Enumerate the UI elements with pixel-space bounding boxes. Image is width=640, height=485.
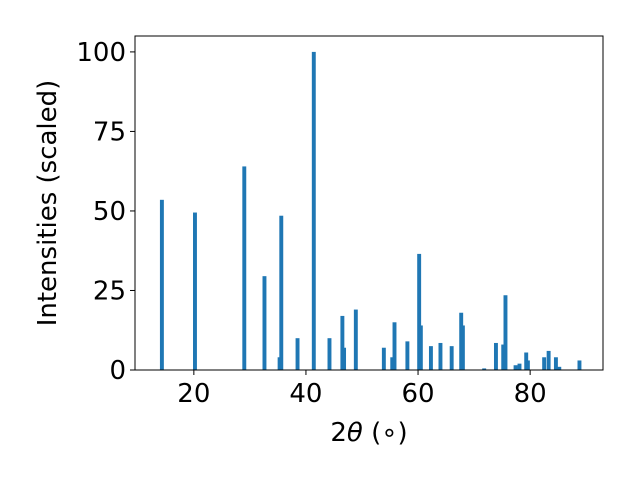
bar xyxy=(342,347,347,370)
bar xyxy=(513,365,518,370)
bar xyxy=(311,51,316,371)
y-tick-label: 25 xyxy=(93,276,126,306)
bar xyxy=(525,360,530,370)
bar xyxy=(262,276,267,370)
bar xyxy=(428,346,433,370)
bar xyxy=(577,360,582,370)
bar xyxy=(493,342,498,370)
x-tick-label: 80 xyxy=(514,379,547,409)
y-tick-label: 100 xyxy=(76,38,126,68)
bar xyxy=(553,357,558,370)
bar xyxy=(340,315,345,370)
bar xyxy=(353,309,358,370)
x-axis-label: 2θ (∘) xyxy=(330,418,407,448)
bar xyxy=(503,295,508,370)
y-tick-label: 75 xyxy=(93,117,126,147)
y-tick-label: 0 xyxy=(109,356,126,386)
y-axis-label: Intensities (scaled) xyxy=(33,80,63,327)
y-axis-ticks: 0 25 50 75 100 xyxy=(76,38,135,386)
axes-frame xyxy=(134,35,604,371)
y-tick-label: 50 xyxy=(93,197,126,227)
bar xyxy=(279,215,284,370)
bar xyxy=(542,357,547,370)
bar xyxy=(501,344,506,370)
bar xyxy=(438,342,443,370)
bar xyxy=(390,357,395,370)
x-tick-label: 20 xyxy=(177,379,210,409)
bar xyxy=(517,363,522,370)
bar xyxy=(482,368,487,370)
bar xyxy=(449,346,454,370)
x-axis-label-suffix: (∘) xyxy=(363,418,408,448)
bar xyxy=(418,325,423,370)
bar xyxy=(295,338,300,370)
bar xyxy=(546,350,551,370)
bar xyxy=(460,325,465,370)
bar xyxy=(392,322,397,370)
x-axis-ticks: 20 40 60 80 xyxy=(177,370,547,409)
bar xyxy=(381,347,386,370)
bar xyxy=(159,199,164,370)
x-axis-label-theta: θ xyxy=(347,418,363,448)
bar xyxy=(242,166,247,370)
bar xyxy=(405,341,410,370)
bar xyxy=(417,253,422,370)
bars-group xyxy=(159,51,582,371)
x-tick-label: 40 xyxy=(289,379,322,409)
bar xyxy=(557,366,562,370)
x-axis-label-prefix: 2 xyxy=(330,418,347,448)
x-tick-label: 60 xyxy=(401,379,434,409)
bar xyxy=(193,212,197,370)
bar xyxy=(327,338,332,370)
